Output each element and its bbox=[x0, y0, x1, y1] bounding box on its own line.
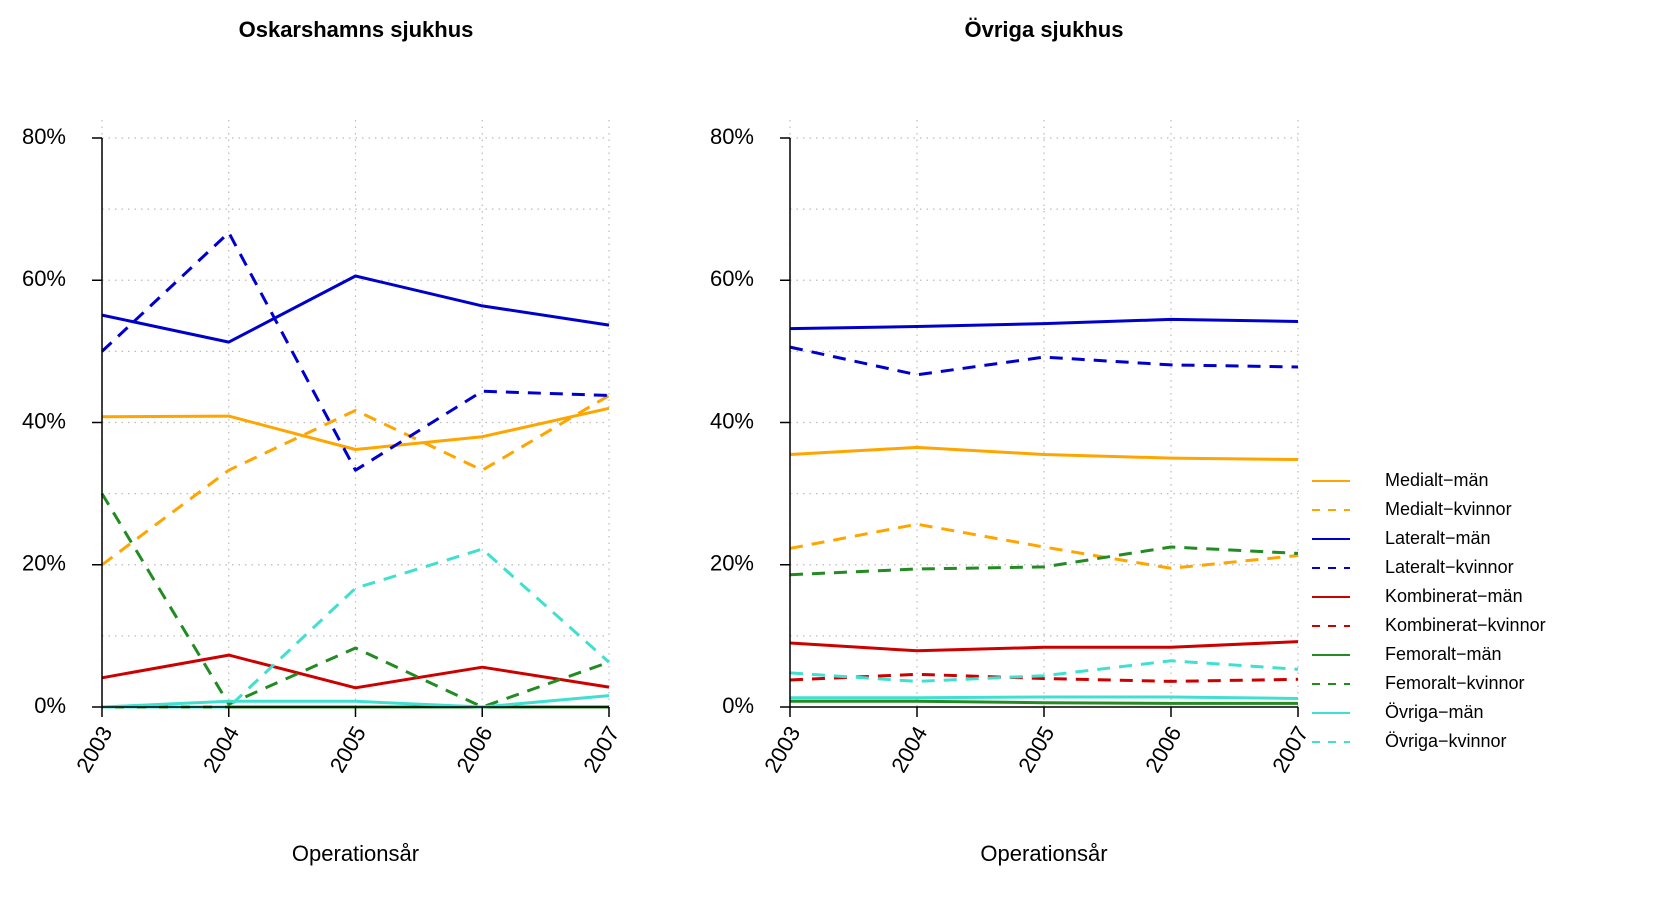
series-line bbox=[101, 274, 610, 344]
x-tick-label: 2003 bbox=[759, 722, 805, 777]
series-line bbox=[790, 699, 1298, 705]
series-line bbox=[100, 492, 610, 709]
legend-label: Övriga−kvinnor bbox=[1385, 731, 1507, 751]
y-tick-label: 80% bbox=[710, 124, 754, 149]
legend: Medialt−män Medialt−kvinnor Lateralt−män La… bbox=[1312, 470, 1546, 751]
series-line bbox=[100, 231, 610, 472]
y-tick-label: 0% bbox=[34, 693, 66, 718]
chart-panel-1: Oskarshamns sjukhus 0% 20% 40% 60% 80% 2003 200… bbox=[22, 17, 624, 866]
series-line bbox=[789, 522, 1299, 570]
series-line bbox=[101, 653, 610, 690]
y-tick-label: 20% bbox=[22, 551, 66, 576]
series-line bbox=[789, 640, 1299, 653]
series-line bbox=[789, 345, 1299, 377]
x-tick-label: 2004 bbox=[198, 722, 244, 777]
legend-label: Femoralt−män bbox=[1385, 644, 1502, 664]
series-line bbox=[789, 317, 1299, 331]
legend-label: Lateralt−kvinnor bbox=[1385, 557, 1514, 577]
legend-label: Medialt−män bbox=[1385, 470, 1489, 490]
series-line bbox=[789, 545, 1299, 577]
series-line bbox=[789, 445, 1299, 461]
x-axis-label: Operationsår bbox=[980, 841, 1107, 866]
x-tick-label: 2003 bbox=[71, 722, 117, 777]
y-tick-label: 0% bbox=[722, 693, 754, 718]
series-line bbox=[101, 406, 610, 451]
x-axis-label: Operationsår bbox=[292, 841, 419, 866]
legend-label: Femoralt−kvinnor bbox=[1385, 673, 1525, 693]
series-line bbox=[102, 547, 610, 709]
series-line bbox=[789, 672, 1299, 683]
legend-label: Medialt−kvinnor bbox=[1385, 499, 1512, 519]
legend-label: Lateralt−män bbox=[1385, 528, 1491, 548]
x-tick-label: 2007 bbox=[578, 722, 624, 777]
y-tick-label: 80% bbox=[22, 124, 66, 149]
y-tick-label: 40% bbox=[710, 408, 754, 433]
x-tick-label: 2005 bbox=[1013, 722, 1059, 777]
series-line bbox=[101, 394, 610, 567]
y-tick-label: 60% bbox=[710, 266, 754, 291]
x-tick-label: 2004 bbox=[886, 722, 932, 777]
x-tick-label: 2006 bbox=[1140, 722, 1186, 777]
legend-label: Kombinerat−män bbox=[1385, 586, 1523, 606]
chart-title: Oskarshamns sjukhus bbox=[239, 17, 474, 42]
y-tick-label: 20% bbox=[710, 551, 754, 576]
chart-panel-2: Övriga sjukhus 0% 20% 40% 60% 80% 2003 2004 2005… bbox=[710, 17, 1546, 866]
y-tick-label: 40% bbox=[22, 408, 66, 433]
legend-label: Övriga−män bbox=[1385, 702, 1484, 722]
x-tick-label: 2005 bbox=[325, 722, 371, 777]
series-line bbox=[789, 659, 1299, 683]
x-tick-label: 2006 bbox=[451, 722, 497, 777]
x-tick-label: 2007 bbox=[1267, 722, 1313, 777]
series-line bbox=[101, 694, 610, 709]
series-line bbox=[790, 695, 1299, 700]
legend-label: Kombinerat−kvinnor bbox=[1385, 615, 1546, 635]
y-tick-label: 60% bbox=[22, 266, 66, 291]
chart-title: Övriga sjukhus bbox=[965, 17, 1124, 42]
